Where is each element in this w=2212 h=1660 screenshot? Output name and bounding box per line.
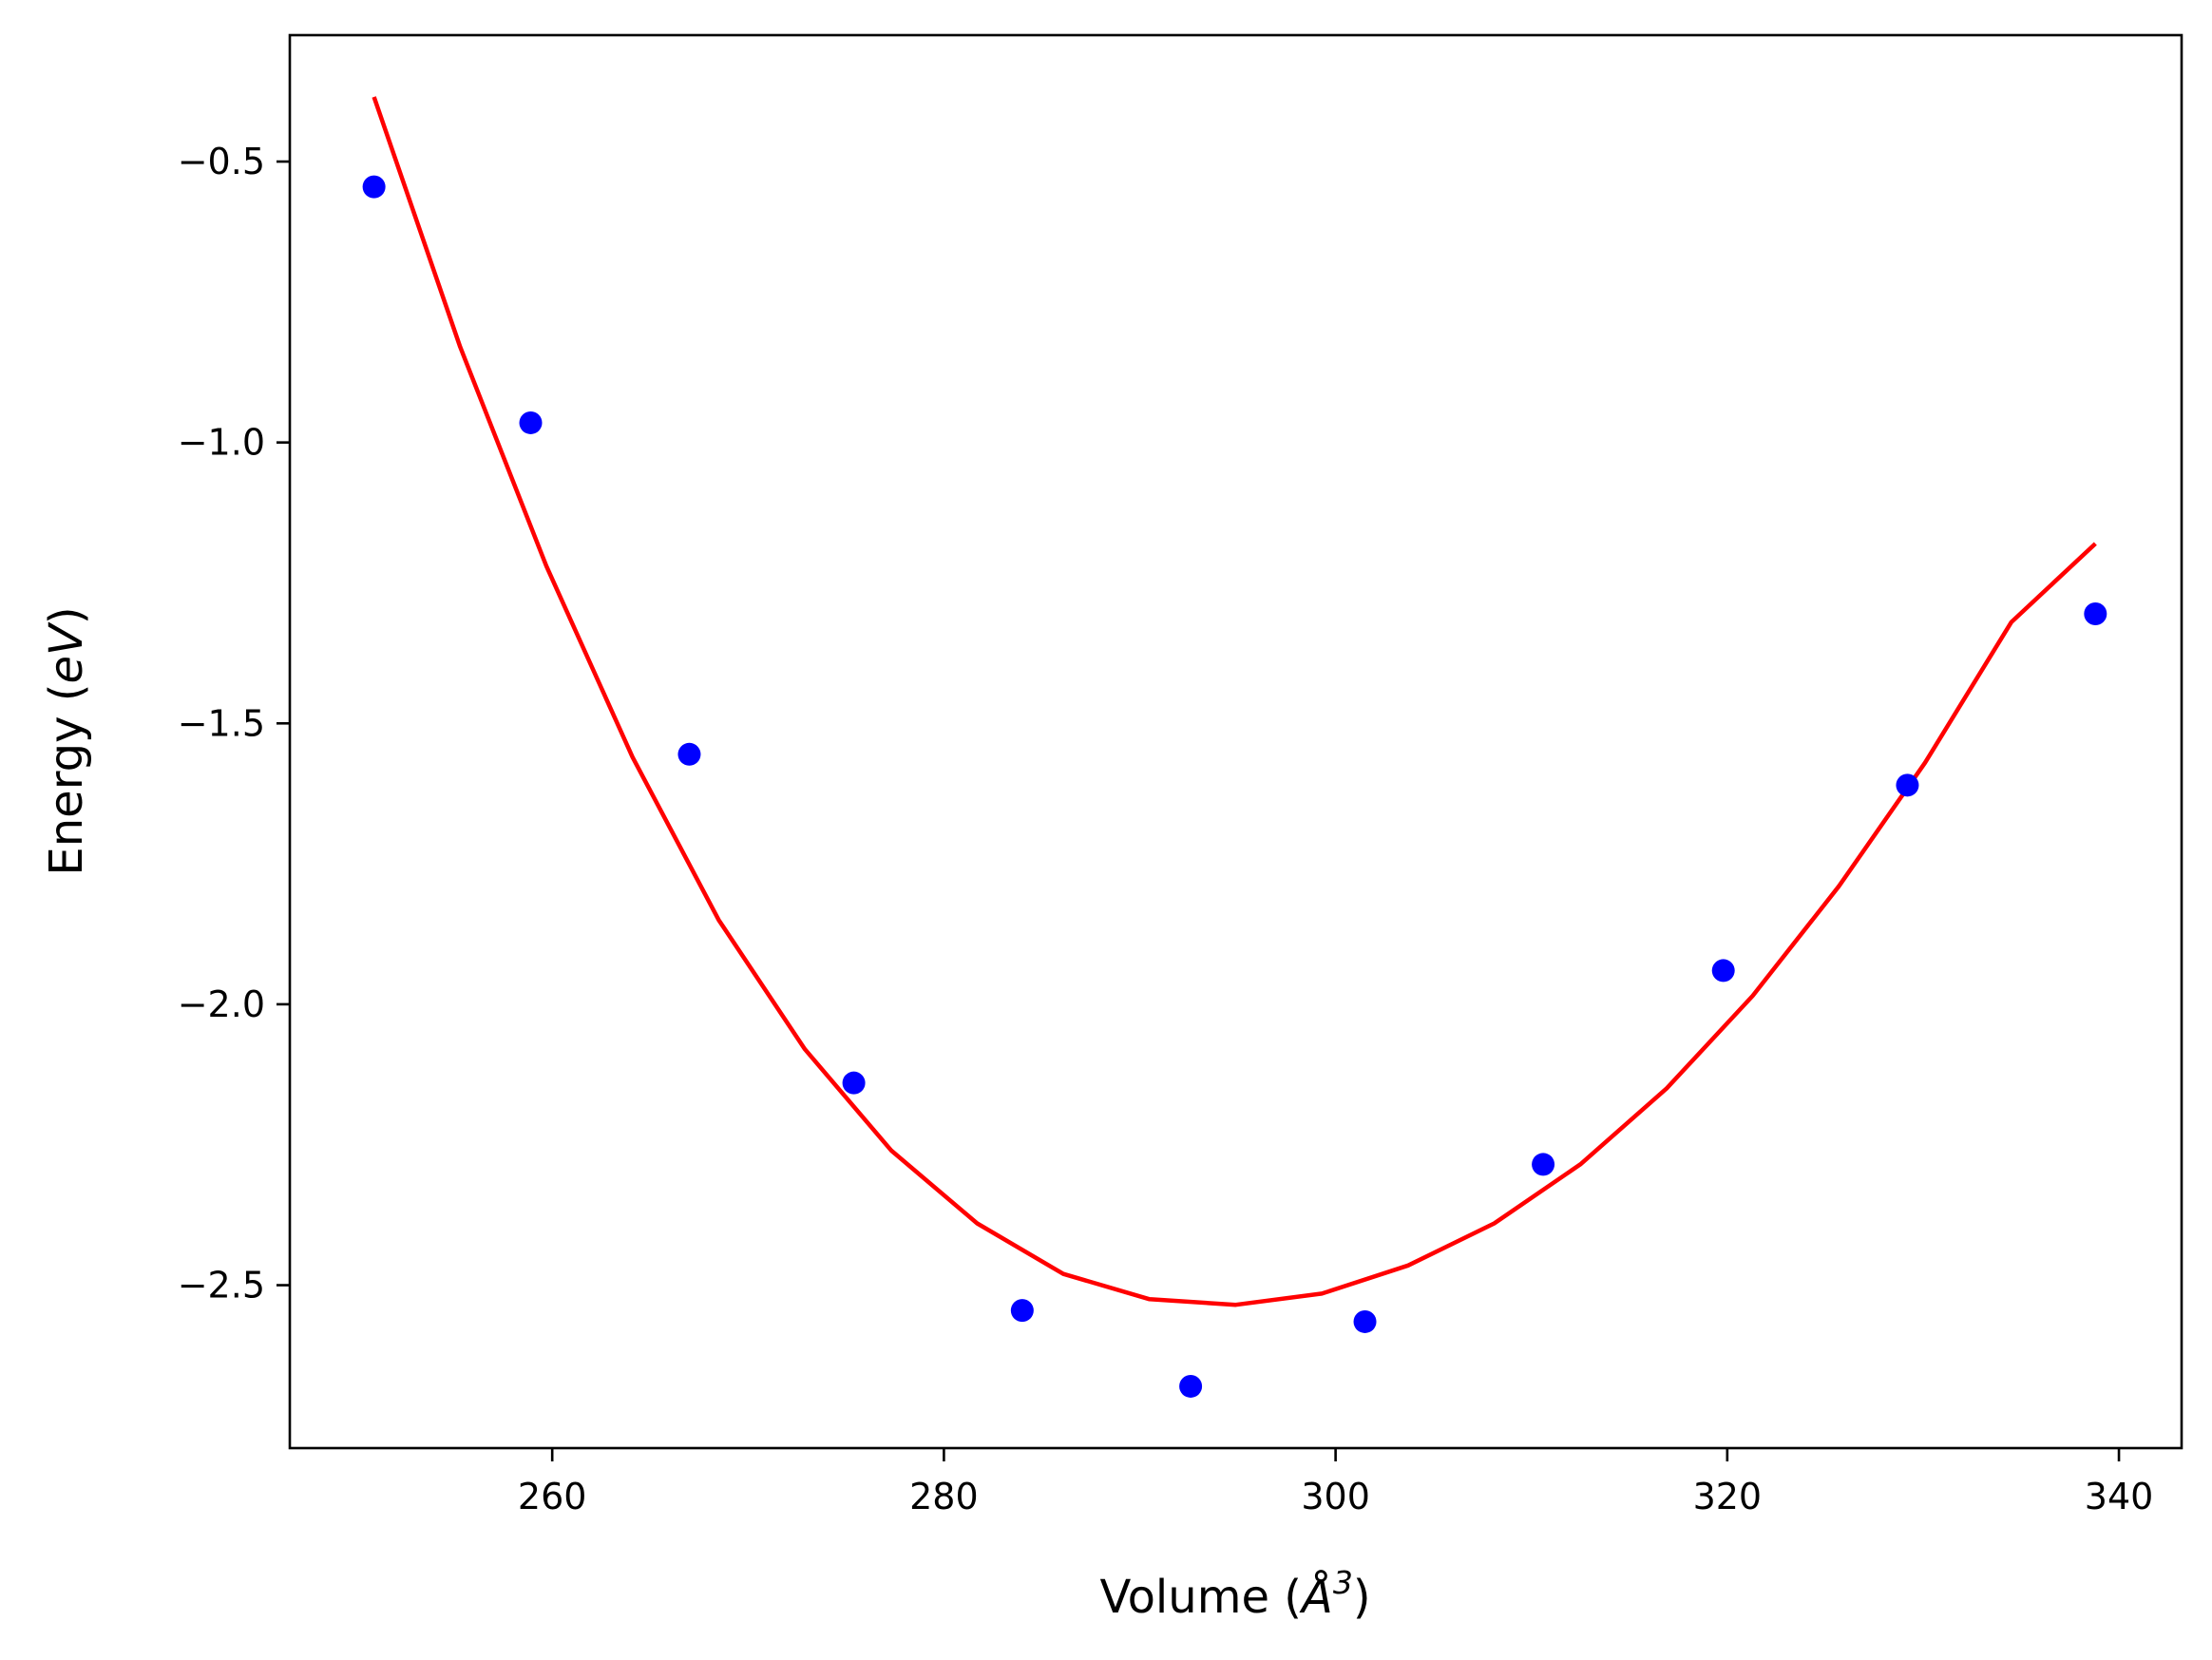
x-tick-label: 280 — [909, 1476, 979, 1517]
data-point — [1532, 1153, 1555, 1176]
data-point — [1711, 959, 1735, 983]
y-tick-label: −2.0 — [178, 983, 265, 1025]
x-axis-label-superscript: 3 — [1333, 1564, 1353, 1601]
y-tick-label: −1.5 — [178, 702, 265, 744]
y-tick-label: −2.5 — [178, 1265, 265, 1307]
data-point — [1353, 1309, 1377, 1333]
data-point — [677, 742, 701, 766]
axis-ticks: 260 280 300 320 340 −0.5 −1.0 −1.5 −2.0 −2.5 — [178, 141, 2154, 1517]
data-point — [1896, 773, 1919, 797]
data-point — [519, 410, 543, 434]
y-axis-label-prefix: Energy ( — [40, 684, 93, 876]
data-point — [2084, 601, 2107, 625]
x-tick-label: 260 — [518, 1476, 587, 1517]
x-axis-label-symbol: Å — [1299, 1570, 1333, 1624]
data-point — [1010, 1299, 1034, 1323]
y-tick-label: −1.0 — [178, 422, 265, 464]
x-axis-label-suffix: ) — [1353, 1571, 1371, 1624]
x-axis-label-prefix: Volume ( — [1099, 1571, 1302, 1624]
y-axis-label-unit: eV — [40, 621, 93, 684]
plot-area-frame — [288, 33, 2183, 1450]
fit-curve — [372, 96, 2097, 1307]
x-tick-label: 300 — [1301, 1476, 1370, 1517]
x-tick-label: 340 — [2085, 1476, 2154, 1517]
y-tick-label: −0.5 — [178, 141, 265, 182]
x-tick-label: 320 — [1693, 1476, 1763, 1517]
data-point — [1179, 1374, 1203, 1398]
data-point — [842, 1071, 866, 1095]
y-axis-label: Energy (eV) — [40, 606, 93, 875]
y-axis-label-suffix: ) — [40, 606, 93, 624]
x-axis-label: Volume (Å3) — [1099, 1564, 1370, 1624]
data-point — [362, 175, 386, 199]
fit-curve-layer — [372, 96, 2097, 1307]
data-points-layer — [362, 175, 2107, 1398]
